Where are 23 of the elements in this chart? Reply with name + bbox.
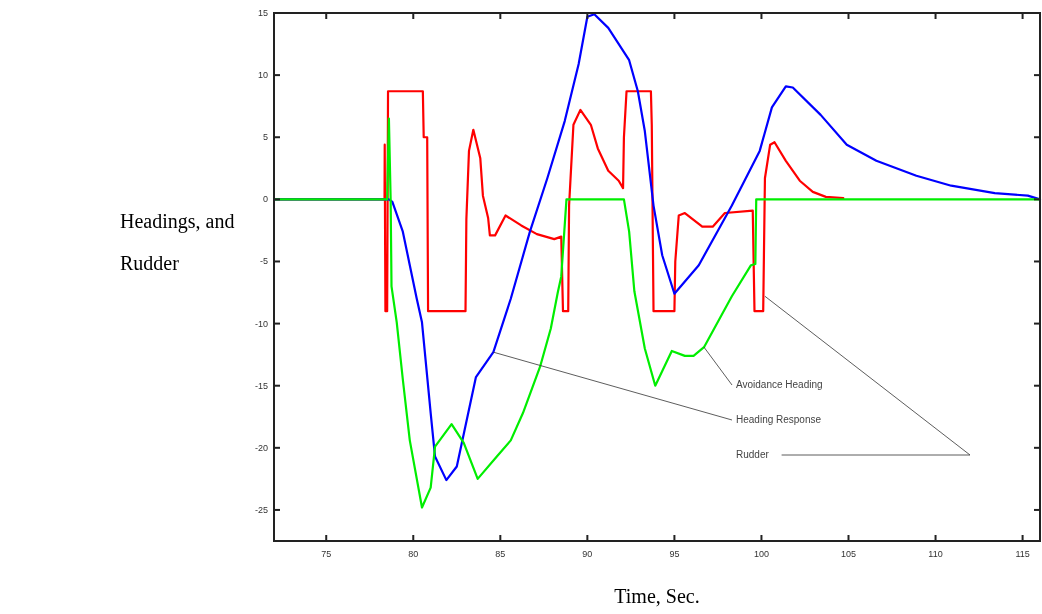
y-tick-label: -20 bbox=[254, 442, 268, 453]
y-tick-label: 5 bbox=[262, 132, 268, 143]
y-tick-label: 0 bbox=[262, 194, 268, 205]
x-tick-label: 75 bbox=[321, 549, 332, 559]
x-tick-label: 85 bbox=[495, 549, 506, 559]
y-tick-label: -5 bbox=[259, 256, 268, 267]
y-tick-label: 10 bbox=[257, 70, 268, 81]
annotation: Avoidance Heading bbox=[736, 379, 823, 390]
x-tick-label: 95 bbox=[669, 549, 680, 559]
y-axis-title: Headings, and Rudder bbox=[120, 210, 235, 274]
x-axis-title: Time, Sec. bbox=[614, 585, 700, 607]
annotation: Heading Response bbox=[736, 414, 822, 425]
x-tick-label: 105 bbox=[840, 549, 857, 559]
x-tick-label: 90 bbox=[582, 549, 593, 559]
y-tick-label: -25 bbox=[254, 504, 268, 515]
x-tick-label: 115 bbox=[1015, 549, 1030, 559]
y-tick-label: -15 bbox=[254, 380, 268, 391]
y-tick-label: 15 bbox=[257, 8, 268, 18]
x-tick-label: 100 bbox=[753, 549, 769, 559]
x-tick-label: 110 bbox=[928, 549, 943, 559]
y-tick-label: -10 bbox=[254, 318, 268, 329]
x-tick-label: 80 bbox=[408, 549, 419, 559]
annotation: Rudder bbox=[736, 449, 770, 460]
